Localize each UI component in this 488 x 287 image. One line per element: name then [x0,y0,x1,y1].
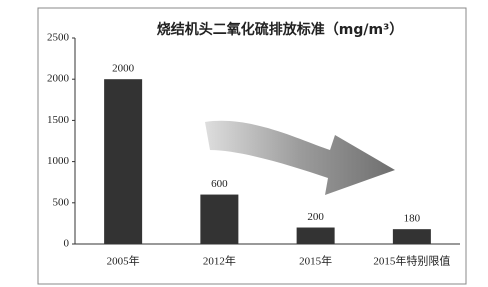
x-tick-label: 2015年 [299,254,332,268]
data-label: 600 [211,178,228,190]
chart-title: 烧结机头二氧化硫排放标准（mg/m³） [157,21,403,38]
y-tick-label: 2500 [47,32,70,44]
y-tick-label: 500 [53,196,70,208]
y-tick-label: 1000 [47,155,70,167]
bar [200,195,238,244]
bar [393,229,431,244]
y-tick-label: 1500 [47,114,70,126]
data-label: 2000 [112,63,135,75]
x-tick-label: 2015年特别限值 [373,254,450,268]
bar [297,228,335,244]
data-label: 180 [404,213,421,225]
y-tick-label: 2000 [47,73,70,85]
x-tick-label: 2005年 [107,254,140,268]
bar [104,79,142,244]
chart: 烧结机头二氧化硫排放标准（mg/m³） 0 500 1000 1500 2000 2500… [0,0,488,287]
x-tick-label: 2012年 [203,254,236,268]
y-tick-label: 0 [64,238,70,250]
data-label: 200 [307,211,324,223]
